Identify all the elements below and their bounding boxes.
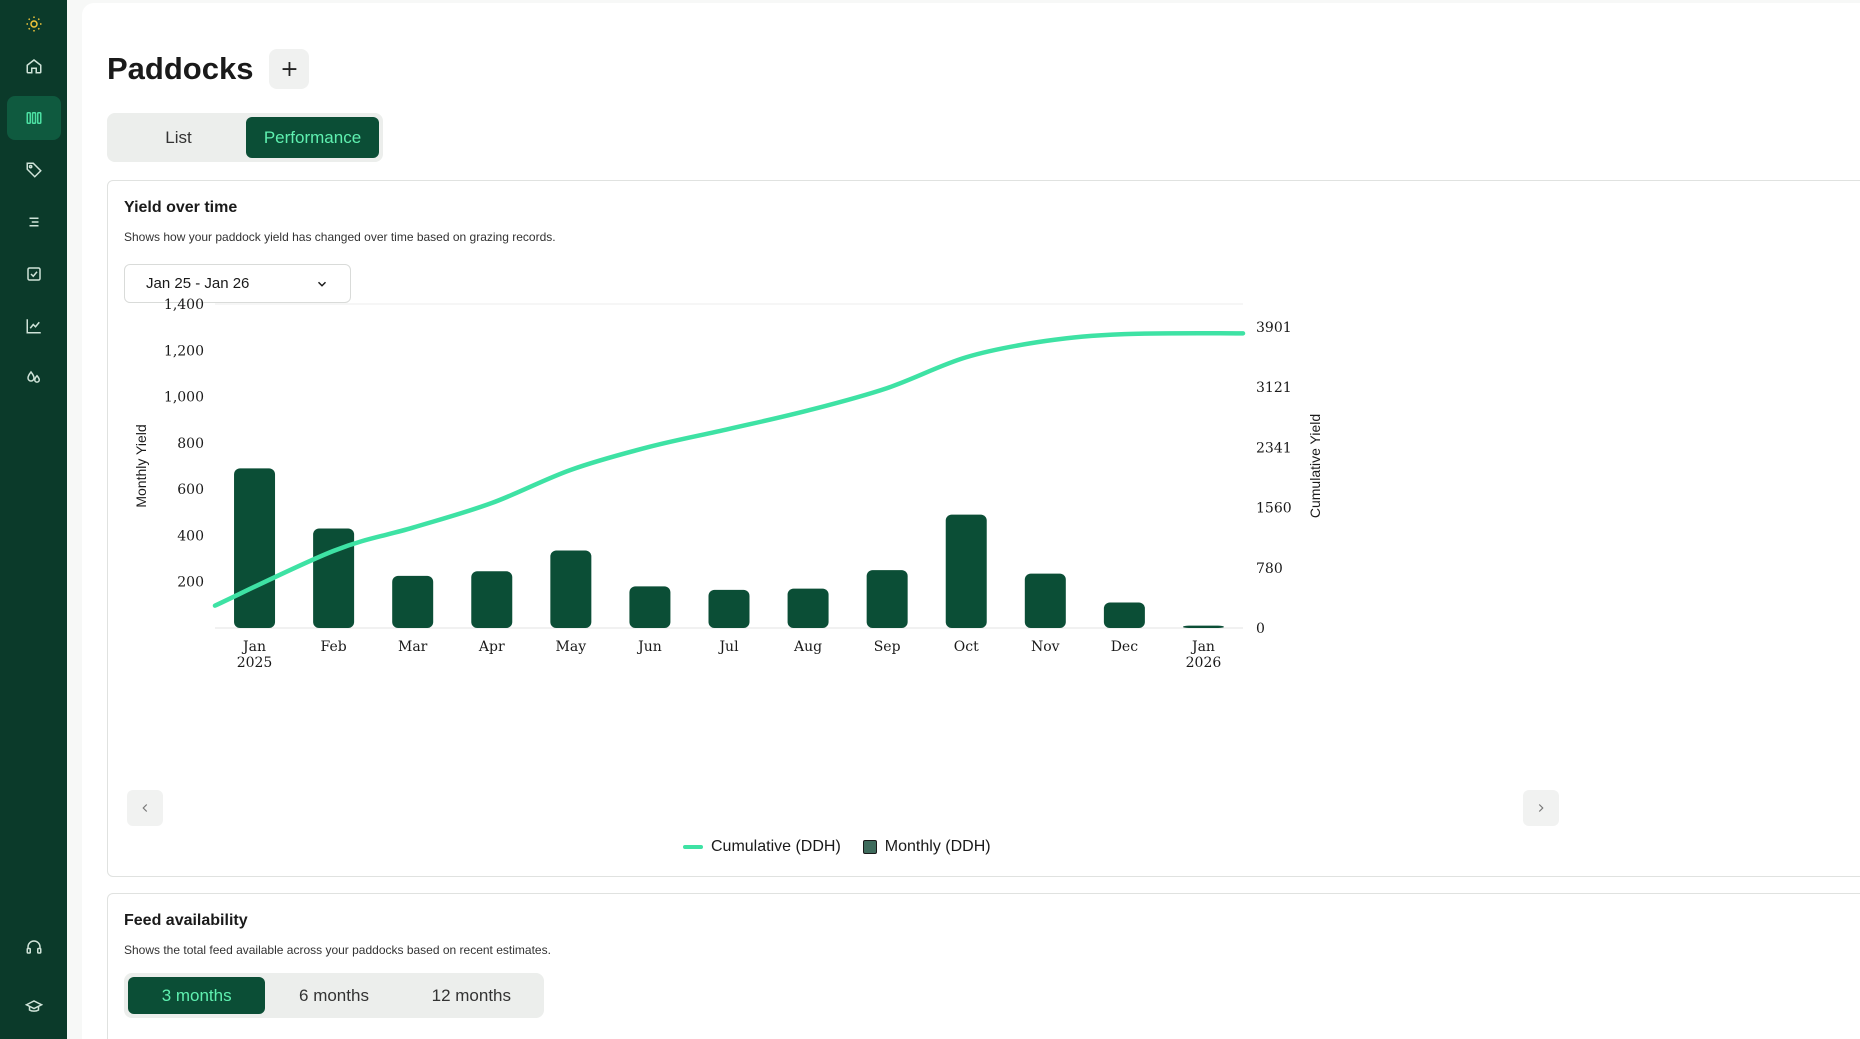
page-title: Paddocks <box>107 51 254 86</box>
legend-monthly-swatch <box>862 840 877 854</box>
chevron-left-icon <box>142 804 148 812</box>
paddocks-icon[interactable] <box>6 96 61 140</box>
checkbox-icon[interactable] <box>7 252 61 296</box>
monthly-bar <box>629 586 671 628</box>
sidebar <box>0 0 67 1039</box>
x-tick-label: May <box>556 639 587 655</box>
yield-card: Yield over time Shows how your paddock y… <box>107 180 1860 877</box>
y2-axis-label: Cumulative Yield <box>1307 414 1323 518</box>
x-tick-label: Jun <box>636 639 662 655</box>
monthly-bar <box>1103 602 1145 628</box>
chevron-down-icon <box>317 281 327 287</box>
y-tick-label: 1,200 <box>164 343 204 359</box>
x-tick-label: Mar <box>398 639 428 655</box>
tab-6-months[interactable]: 6 months <box>299 985 369 1005</box>
y-tick-label: 200 <box>177 575 204 591</box>
chevron-right-icon <box>1538 804 1544 812</box>
chart-next-button[interactable] <box>1523 790 1559 826</box>
y-tick-label: 1,000 <box>164 390 204 406</box>
x-tick-label: Jan <box>241 639 266 655</box>
feed-card-subtitle: Shows the total feed available across yo… <box>124 943 551 957</box>
tab-performance[interactable]: Performance <box>246 117 379 158</box>
page-header: Paddocks + <box>107 49 310 89</box>
y2-tick-label: 3121 <box>1256 380 1292 396</box>
list-icon[interactable] <box>7 200 61 244</box>
x-tick-label: Aug <box>793 639 822 655</box>
legend-monthly-label[interactable]: Monthly (DDH) <box>884 838 991 855</box>
period-toggle: 3 months 6 months 12 months <box>124 973 544 1018</box>
home-icon[interactable] <box>7 44 61 88</box>
monthly-bar <box>392 575 434 628</box>
monthly-bar <box>1024 573 1066 628</box>
date-range-select[interactable]: Jan 25 - Jan 26 <box>124 264 351 303</box>
graduation-cap-icon[interactable] <box>7 985 61 1029</box>
legend-cumulative-swatch <box>683 845 703 849</box>
x-tick-label: Oct <box>954 639 979 655</box>
y-tick-label: 400 <box>177 528 204 544</box>
feed-card-title: Feed availability <box>124 912 248 929</box>
chart-legend: Cumulative (DDH) Monthly (DDH) <box>683 838 991 856</box>
monthly-bar <box>471 571 513 628</box>
feed-card: Feed availability Shows the total feed a… <box>107 893 1860 1039</box>
x-tick-label: Sep <box>874 639 901 655</box>
y-axis-label: Monthly Yield <box>133 424 149 507</box>
x-tick-label: Apr <box>478 639 505 655</box>
tag-icon[interactable] <box>7 148 61 192</box>
y2-tick-label: 0 <box>1256 621 1265 637</box>
monthly-bar <box>1182 625 1224 628</box>
yield-chart: 200 400 600 800 1,000 1,200 1,400 0 780 1560 2341 3… <box>133 297 1323 671</box>
monthly-bar <box>866 570 908 628</box>
monthly-bar <box>945 514 987 628</box>
yield-card-subtitle: Shows how your paddock yield has changed… <box>124 230 556 244</box>
monthly-bar <box>550 550 592 628</box>
tab-list[interactable]: List <box>165 127 192 147</box>
sun-logo-icon[interactable] <box>7 12 61 36</box>
date-range-value: Jan 25 - Jan 26 <box>146 275 250 292</box>
main-area: Paddocks + List Performance Yield over t… <box>67 0 1860 1039</box>
tab-12-months[interactable]: 12 months <box>431 985 512 1005</box>
legend-cumulative-label[interactable]: Cumulative (DDH) <box>711 838 841 855</box>
y2-tick-label: 1560 <box>1256 501 1292 517</box>
x-tick-label: 2026 <box>1186 655 1222 671</box>
x-tick-label: Jan <box>1190 639 1215 655</box>
y2-tick-label: 780 <box>1256 561 1283 577</box>
monthly-bar <box>787 588 829 628</box>
droplets-icon[interactable] <box>7 356 61 400</box>
view-toggle: List Performance <box>107 113 383 162</box>
x-tick-label: Feb <box>321 639 347 655</box>
x-tick-label: Jul <box>717 639 739 655</box>
monthly-bar <box>234 468 276 628</box>
y2-tick-label: 2341 <box>1256 440 1292 456</box>
cumulative-line <box>212 331 1246 608</box>
tab-3-months[interactable]: 3 months <box>128 977 266 1014</box>
x-tick-label: 2025 <box>237 655 273 671</box>
x-tick-label: Nov <box>1031 639 1060 655</box>
y-tick-label: 600 <box>177 482 204 498</box>
content-panel: Paddocks + List Performance Yield over t… <box>82 3 1860 1039</box>
yield-card-title: Yield over time <box>124 199 238 216</box>
monthly-bar <box>708 589 750 628</box>
x-tick-label: Dec <box>1111 639 1139 655</box>
y2-tick-label: 3901 <box>1256 320 1292 336</box>
add-paddock-button[interactable]: + <box>269 49 310 89</box>
chart-prev-button[interactable] <box>127 790 163 826</box>
headset-icon[interactable] <box>7 925 61 969</box>
y-tick-label: 800 <box>177 436 204 452</box>
chart-icon[interactable] <box>7 304 61 348</box>
y-tick-label: 1,400 <box>164 297 204 313</box>
